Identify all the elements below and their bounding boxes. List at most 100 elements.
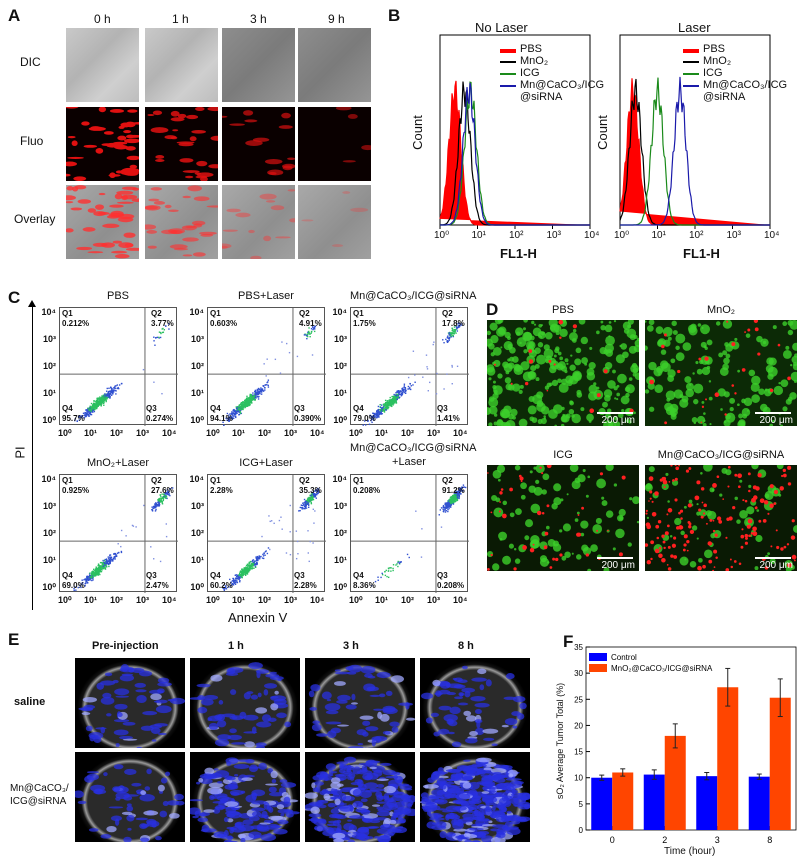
legend-swatch	[683, 49, 699, 53]
event-dot	[91, 405, 93, 408]
quadrant-percent: 8.36%	[353, 581, 376, 590]
live-cell	[626, 328, 637, 339]
event-dot	[103, 399, 106, 402]
event-dot	[256, 559, 258, 561]
event-dot	[251, 562, 254, 564]
event-dot	[85, 580, 88, 582]
event-dot	[226, 419, 228, 421]
event-dot	[93, 568, 95, 571]
x-tick-label: 10⁰	[206, 428, 220, 438]
event-dot	[372, 417, 375, 419]
cell-mark	[244, 119, 258, 123]
live-cell	[522, 327, 526, 331]
event-dot	[390, 398, 393, 401]
y-tick-label: 10¹	[42, 388, 56, 398]
signal-mark	[371, 804, 381, 807]
signal-mark	[217, 833, 226, 837]
signal-mark	[120, 664, 129, 672]
live-cell	[719, 493, 723, 497]
event-dot	[395, 391, 397, 394]
event-dot	[303, 507, 305, 510]
live-cell	[778, 381, 781, 385]
signal-mark	[366, 686, 379, 692]
cell-mark	[148, 198, 160, 202]
cell-mark	[176, 141, 195, 144]
event-dot	[450, 504, 452, 506]
cell-mark	[98, 192, 106, 196]
signal-mark	[364, 782, 378, 789]
event-dot	[397, 391, 400, 394]
event-dot	[92, 575, 95, 577]
live-cell	[645, 345, 648, 351]
dead-cell	[502, 513, 507, 519]
event-dot	[120, 545, 122, 548]
signal-mark	[103, 772, 108, 777]
event-dot	[249, 396, 251, 399]
event-dot	[249, 393, 251, 396]
event-dot	[223, 589, 226, 592]
signal-mark	[404, 794, 411, 803]
quadrant-name: Q1	[210, 476, 221, 485]
dead-cell	[546, 465, 552, 469]
signal-mark	[205, 774, 218, 780]
dead-cell	[539, 466, 542, 470]
event-dot	[264, 384, 267, 386]
event-dot	[297, 553, 299, 555]
event-dot	[394, 398, 396, 400]
event-dot	[164, 493, 166, 495]
event-dot	[447, 502, 449, 504]
event-dot	[279, 372, 282, 374]
event-dot	[238, 576, 240, 579]
event-dot	[86, 413, 88, 415]
live-cell	[582, 469, 586, 473]
event-dot	[103, 404, 105, 406]
dead-cell	[682, 548, 686, 552]
event-dot	[233, 413, 236, 416]
event-dot	[249, 400, 251, 402]
live-cell	[533, 486, 543, 496]
photoacoustic-image	[190, 752, 300, 842]
event-dot	[407, 385, 410, 388]
signal-mark	[126, 803, 132, 807]
event-dot	[95, 574, 97, 577]
event-dot	[100, 397, 102, 399]
dead-cell	[678, 511, 681, 515]
event-dot	[443, 388, 445, 390]
event-dot	[165, 494, 167, 496]
event-dot	[281, 528, 283, 530]
event-dot	[448, 338, 450, 340]
event-dot	[110, 394, 113, 396]
live-dead-image: 200 μm	[487, 465, 639, 571]
dead-cell	[787, 482, 792, 486]
event-dot	[384, 404, 387, 407]
event-dot	[260, 555, 262, 558]
event-dot	[104, 398, 106, 400]
signal-mark	[463, 710, 472, 716]
live-cell	[544, 385, 550, 390]
event-dot	[408, 556, 410, 559]
event-dot	[458, 326, 461, 328]
signal-mark	[345, 704, 357, 710]
event-dot	[451, 498, 453, 501]
live-cell	[492, 380, 496, 384]
event-dot	[239, 571, 242, 573]
event-dot	[87, 578, 89, 580]
dead-cell	[520, 480, 523, 483]
live-cell	[722, 320, 733, 329]
quadrant-percent: 0.208%	[437, 581, 465, 590]
event-dot	[254, 395, 256, 397]
cell-mark	[250, 255, 262, 259]
signal-mark	[251, 726, 257, 734]
event-dot	[315, 494, 317, 496]
event-dot	[105, 390, 108, 392]
event-dot	[89, 576, 92, 578]
event-dot	[95, 399, 98, 402]
cell-mark	[123, 129, 132, 134]
signal-mark	[268, 815, 284, 821]
cell-mark	[109, 204, 124, 208]
event-dot	[233, 410, 235, 413]
event-dot	[399, 561, 401, 563]
event-dot	[157, 499, 159, 502]
event-dot	[163, 329, 166, 331]
live-cell	[492, 563, 500, 571]
